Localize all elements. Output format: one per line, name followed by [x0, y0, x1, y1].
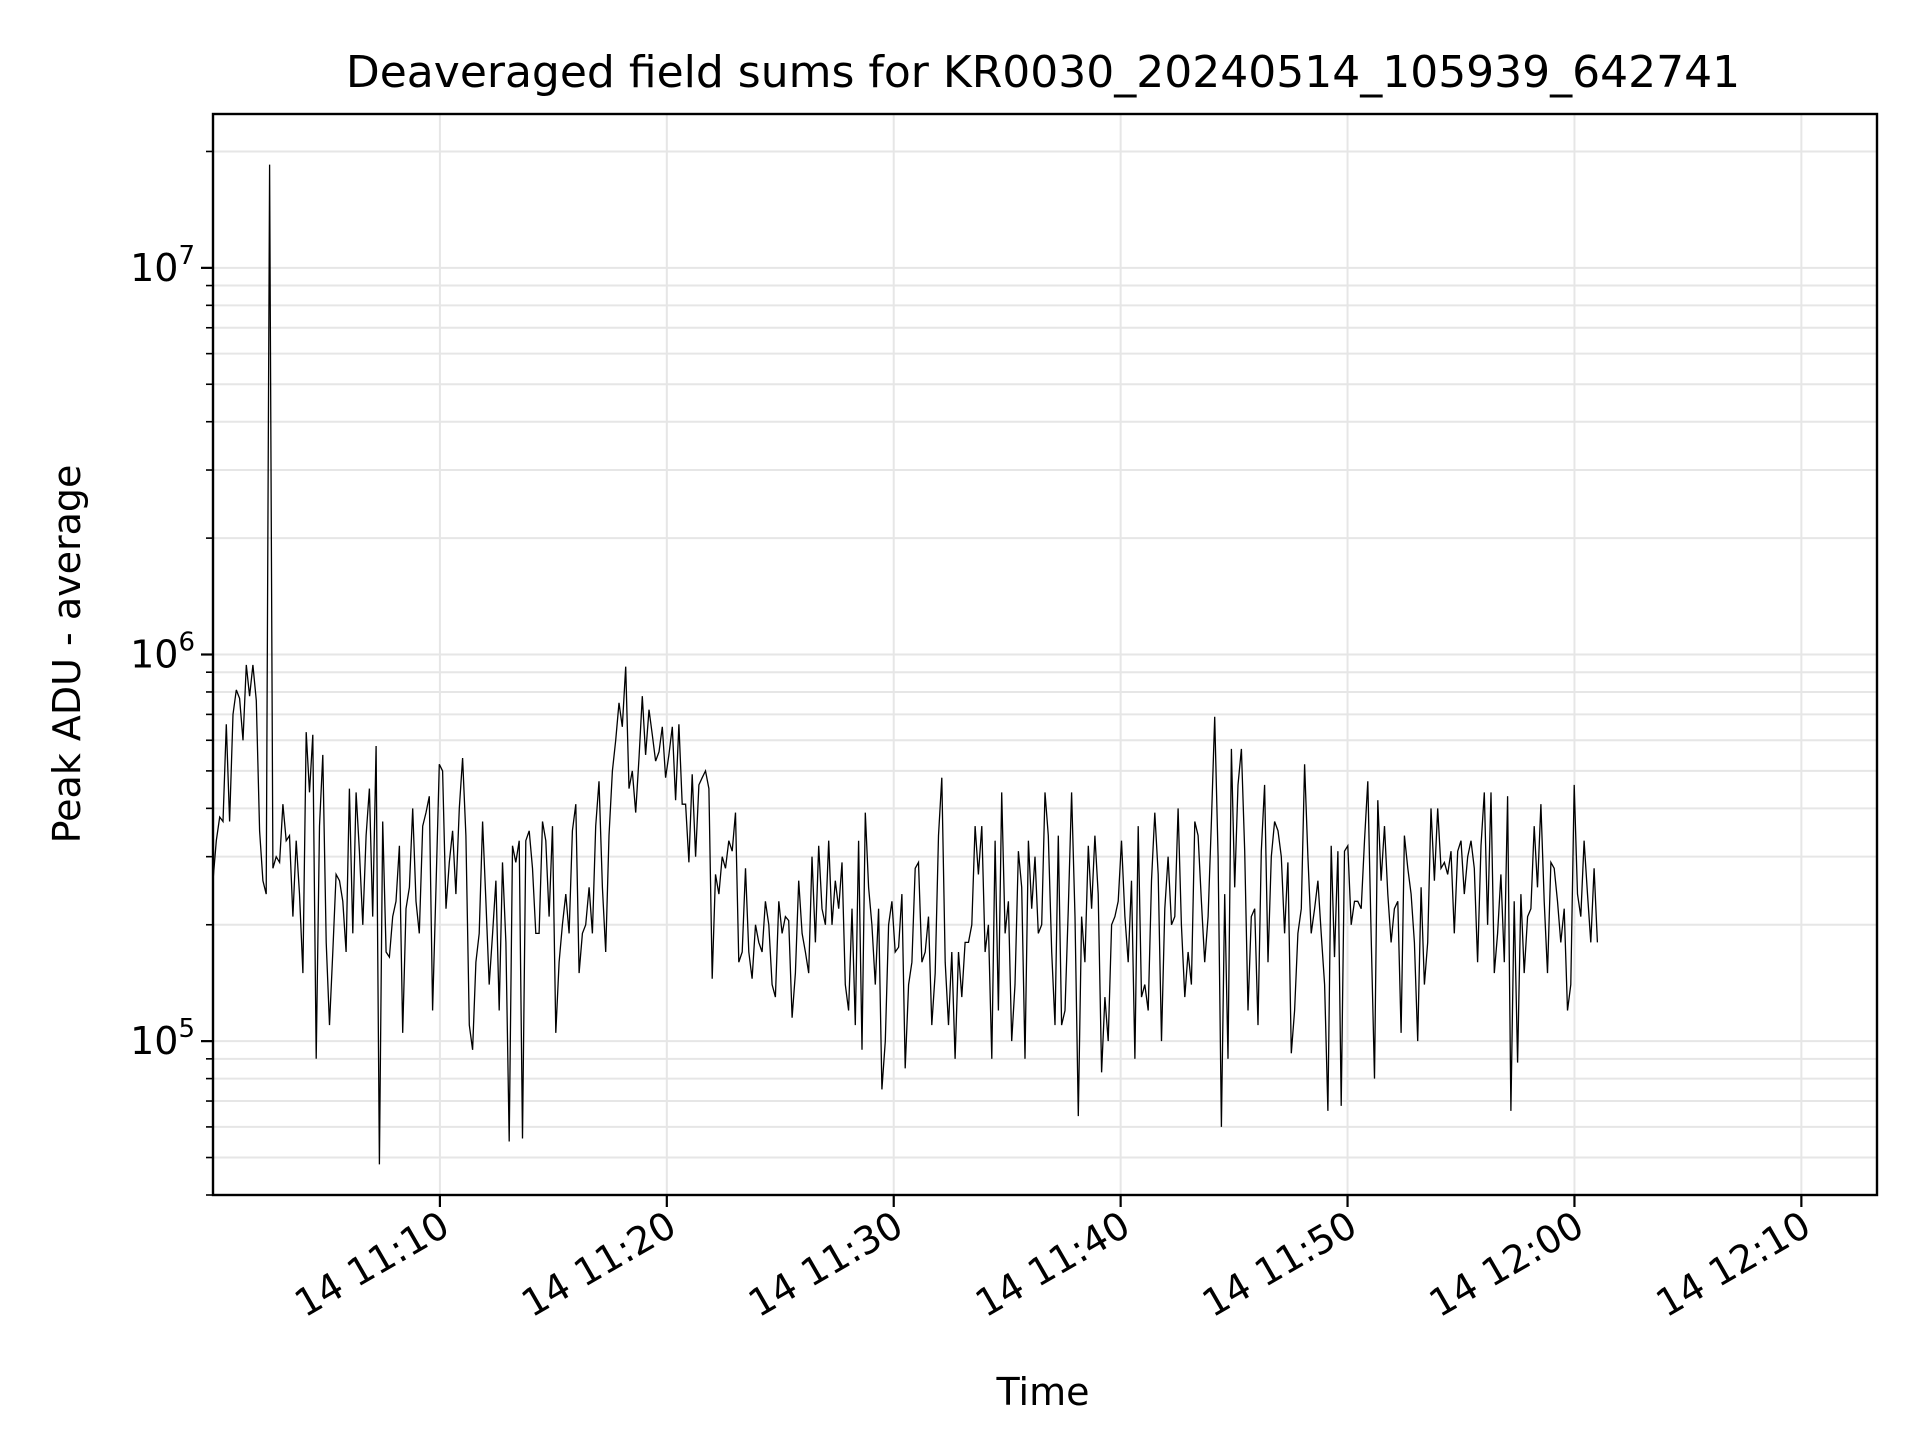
y-tick-label: 107 — [130, 241, 195, 290]
series-line — [212, 164, 1599, 1165]
series-group — [212, 164, 1599, 1165]
chart-title: Deaveraged field sums for KR0030_2024051… — [346, 47, 1740, 98]
x-tick-label: 14 11:50 — [1195, 1203, 1364, 1326]
x-tick-label: 14 12:10 — [1649, 1203, 1818, 1326]
x-tick-label: 14 11:20 — [514, 1203, 683, 1326]
x-tick-label: 14 12:00 — [1422, 1203, 1591, 1326]
y-tick-label: 106 — [130, 628, 195, 677]
y-tick-label: 105 — [130, 1014, 195, 1063]
grid-lines — [213, 114, 1877, 1196]
x-tick-label: 14 11:30 — [741, 1203, 910, 1326]
y-axis: 105 106 107 — [130, 150, 213, 1196]
x-axis-label: Time — [996, 1370, 1090, 1414]
y-axis-label: Peak ADU - average — [45, 465, 89, 844]
x-axis: 14 11:10 14 11:20 14 11:30 14 11:40 14 11:50… — [287, 1195, 1818, 1326]
x-tick-label: 14 11:40 — [968, 1203, 1137, 1326]
x-tick-label: 14 11:10 — [287, 1203, 456, 1326]
